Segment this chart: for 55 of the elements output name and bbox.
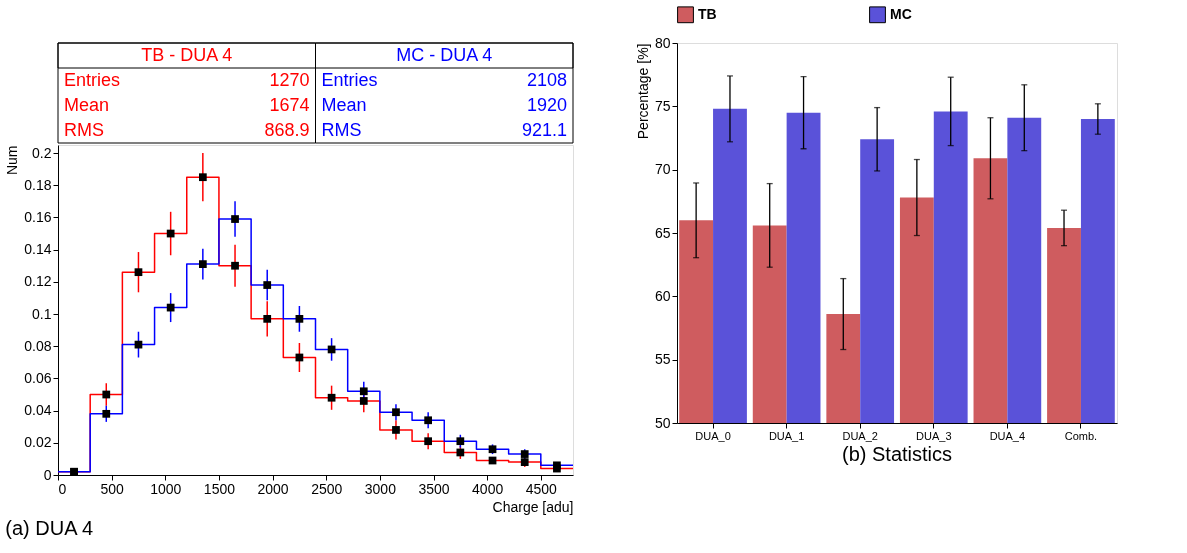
y-tick-label: 0.1 [32, 305, 52, 322]
y-tick-label: 55 [654, 351, 671, 368]
x-tick-label: DUA_4 [989, 429, 1026, 442]
x-tick-label: 4000 [472, 480, 504, 497]
x-tick-label: 2500 [311, 480, 343, 497]
x-axis-title: Charge [adu] [492, 498, 574, 515]
y-tick-label: 0.16 [24, 208, 52, 225]
x-tick-label: 0 [58, 480, 67, 497]
y-tick-label: 65 [654, 224, 671, 241]
x-tick-label: DUA_1 [768, 429, 805, 442]
text: MC - DUA 4 [396, 44, 493, 65]
text: Entries [64, 69, 121, 90]
text: 2108 [526, 69, 567, 90]
y-tick-label: 0.14 [24, 241, 52, 258]
y-tick-label: 0 [43, 466, 52, 483]
x-tick-label: 3000 [364, 480, 397, 497]
text: 868.9 [264, 119, 310, 140]
x-tick-label: DUA_0 [695, 429, 731, 442]
x-tick-label: 2000 [257, 480, 289, 497]
text: Mean [64, 94, 110, 115]
legend-label: MC [890, 5, 912, 22]
y-tick-label: 75 [654, 97, 671, 114]
x-tick-label: 1500 [203, 480, 236, 497]
y-tick-label: 0.06 [24, 369, 52, 386]
text: RMS [321, 119, 362, 140]
x-tick-label: 500 [100, 480, 125, 497]
legend-label: TB [698, 5, 717, 22]
y-tick-label: 0.04 [24, 402, 52, 419]
text: RMS [64, 119, 104, 140]
text: Mean [321, 94, 367, 115]
y-tick-label: 0.12 [24, 273, 52, 290]
text: (a) DUA 4 [5, 516, 94, 539]
x-tick-label: 3500 [418, 480, 450, 497]
text: 1674 [269, 94, 310, 115]
x-tick-label: Comb. [1064, 429, 1098, 442]
text: 1920 [526, 94, 567, 115]
text: Entries [321, 69, 378, 90]
x-tick-label: DUA_2 [842, 429, 878, 442]
text: 1270 [269, 69, 310, 90]
y-tick-label: 0.18 [24, 176, 52, 193]
text: (b) Statistics [841, 443, 953, 465]
y-tick-label: 0.08 [24, 337, 52, 354]
text: 921.1 [521, 119, 567, 140]
y-tick-label: 60 [654, 287, 671, 304]
y-tick-label: 50 [654, 414, 671, 431]
y-tick-label: 0.2 [32, 144, 52, 161]
x-tick-label: 1000 [150, 480, 182, 497]
x-tick-label: 4500 [525, 480, 558, 497]
y-tick-label: 0.02 [24, 434, 52, 451]
y-tick-label: 70 [654, 161, 671, 178]
y-axis-title: Num [4, 145, 21, 176]
y-axis-title: Percentage [%] [634, 43, 651, 140]
y-tick-label: 80 [654, 34, 671, 51]
x-tick-label: DUA_3 [916, 429, 952, 442]
text: TB - DUA 4 [141, 44, 233, 65]
